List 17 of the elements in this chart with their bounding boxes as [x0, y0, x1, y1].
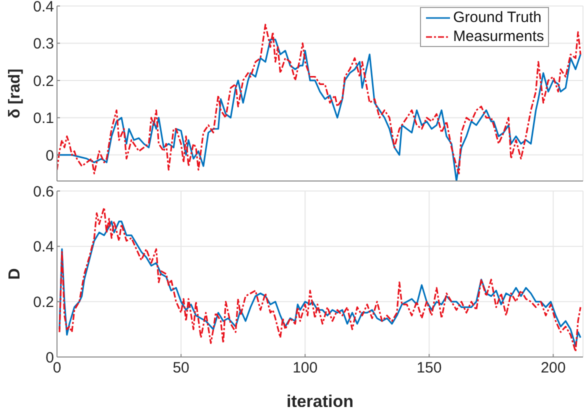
- legend-label: Measurments: [453, 27, 544, 46]
- x-tick-label: 150: [416, 360, 442, 377]
- x-tick-label: 50: [172, 360, 190, 377]
- x-axis-title: iteration: [286, 392, 354, 411]
- legend-label: Ground Truth: [453, 8, 542, 27]
- y-tick-label: 0.2: [33, 294, 54, 311]
- x-tick-label: 200: [540, 360, 566, 377]
- x-tick-label: 100: [292, 360, 318, 377]
- y-axis-title: δ [rad]: [6, 68, 24, 118]
- y-tick-label: 0.4: [33, 0, 54, 16]
- y-tick-label: 0.3: [33, 36, 54, 53]
- y-tick-label: 0.4: [33, 238, 54, 256]
- y-tick-label: 0.1: [33, 110, 54, 128]
- y-tick-label: 0.2: [33, 72, 54, 90]
- y-tick-label: 0.6: [33, 183, 54, 200]
- y-axis-title: D: [6, 268, 24, 280]
- y-tick-label: 0: [46, 147, 54, 164]
